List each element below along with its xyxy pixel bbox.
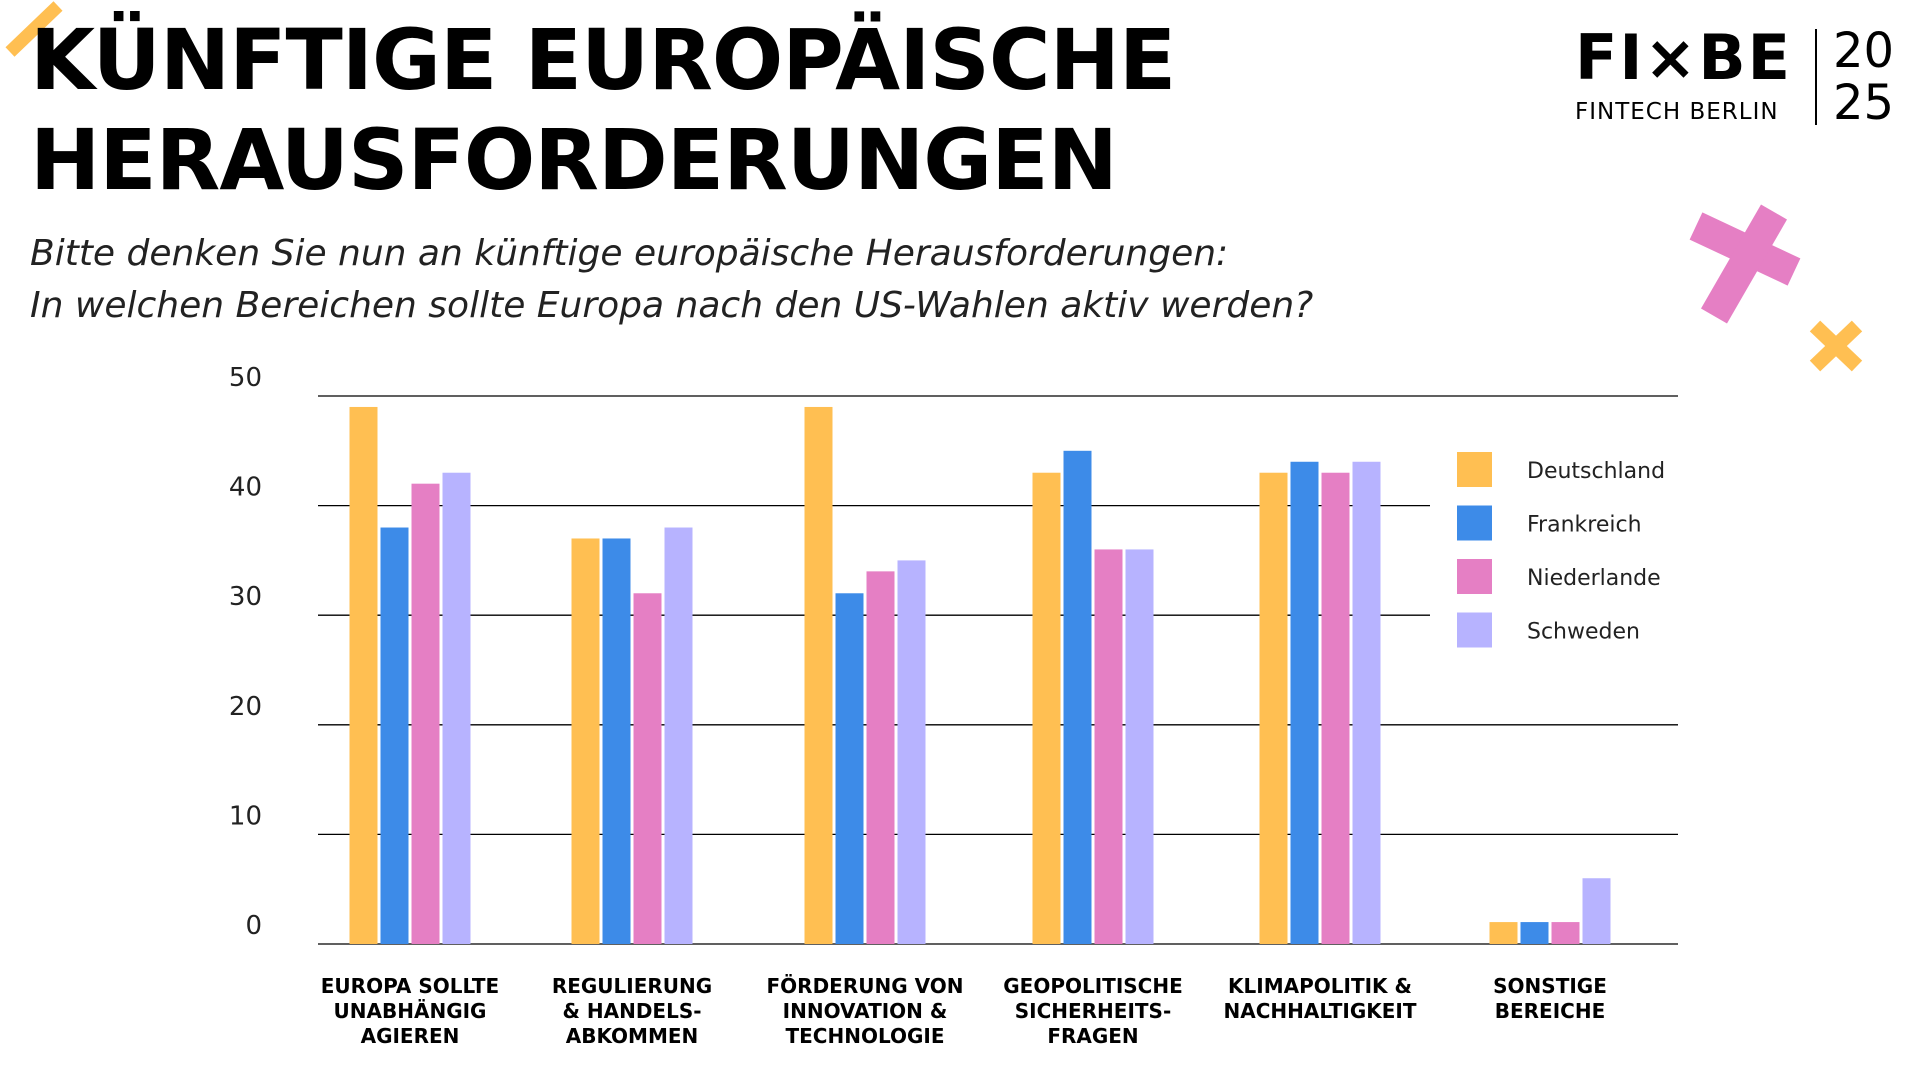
bar-schweden-0 (442, 472, 471, 944)
bar-frankreich-5 (1520, 922, 1549, 944)
bar-deutschland-4 (1259, 472, 1288, 944)
y-tick-label: 50 (229, 363, 262, 393)
bar-niederlande-5 (1551, 922, 1580, 944)
x-category-label: EUROPA SOLLTE UNABHÄNGIG AGIEREN (321, 974, 499, 1048)
legend-label: Frankreich (1527, 513, 1642, 538)
x-category-label-line: REGULIERUNG (552, 974, 712, 998)
logo-wordmark: FI×BE (1575, 21, 1792, 94)
x-category-label-line: NACHHALTIGKEIT (1223, 999, 1416, 1023)
x-category-label: FÖRDERUNG VON INNOVATION & TECHNOLOGIE (767, 974, 964, 1048)
x-category-label: REGULIERUNG & HANDELS-ABKOMMEN (552, 974, 712, 1048)
subtitle-line-1: Bitte denken Sie nun an künftige europäi… (30, 233, 1229, 274)
subtitle-line-2: In welchen Bereichen sollte Europa nach … (30, 285, 1314, 326)
pink-cross-decoration (1689, 204, 1801, 324)
x-category-label-line: FRAGEN (1047, 1024, 1138, 1048)
legend-swatch-niederlande (1457, 559, 1492, 594)
x-category-label-line: BEREICHE (1495, 999, 1606, 1023)
bar-frankreich-4 (1290, 461, 1319, 944)
x-category-label-line: TECHNOLOGIE (785, 1024, 944, 1048)
page-title: KÜNFTIGE EUROPÄISCHE HERAUSFORDERUNGEN (30, 10, 1176, 210)
y-tick-label: 10 (229, 801, 262, 831)
legend-swatch-deutschland (1457, 452, 1492, 487)
bar-niederlande-3 (1094, 549, 1123, 944)
x-category-label-line: ABKOMMEN (566, 1024, 699, 1048)
bar-niederlande-2 (866, 571, 895, 944)
x-category-label-line: SONSTIGE (1493, 974, 1607, 998)
x-category-label-line: AGIEREN (361, 1024, 460, 1048)
legend-label: Niederlande (1527, 566, 1661, 591)
y-tick-label: 30 (229, 582, 262, 612)
bar-frankreich-2 (835, 593, 864, 944)
logo-year-top: 20 (1833, 23, 1895, 79)
bar-schweden-2 (897, 560, 926, 944)
yellow-cross-decoration (1809, 320, 1863, 372)
logo-divider (1815, 29, 1817, 125)
x-category-label: SONSTIGE BEREICHE (1493, 974, 1607, 1023)
bar-niederlande-1 (633, 593, 662, 944)
legend-label: Deutschland (1527, 459, 1665, 484)
title-line-2: HERAUSFORDERUNGEN (30, 111, 1118, 209)
bar-schweden-1 (664, 527, 693, 944)
bar-frankreich-3 (1063, 450, 1092, 944)
fibe-logo: FI×BE FINTECH BERLIN 20 25 (1575, 25, 1905, 130)
title-line-1: KÜNFTIGE EUROPÄISCHE (30, 11, 1176, 109)
logo-subtitle: FINTECH BERLIN (1575, 99, 1779, 125)
legend-label: Schweden (1527, 620, 1640, 645)
yellow-slash-decoration (5, 1, 63, 57)
x-category-label-line: EUROPA SOLLTE (321, 974, 499, 998)
x-category-label: GEOPOLITISCHE SICHERHEITS-FRAGEN (1003, 974, 1183, 1048)
bar-deutschland-1 (571, 538, 600, 944)
bar-deutschland-2 (804, 406, 833, 945)
bar-schweden-4 (1352, 461, 1381, 944)
x-category-label-line: FÖRDERUNG VON (767, 974, 964, 998)
x-category-label-line: KLIMAPOLITIK & (1228, 974, 1412, 998)
bar-deutschland-0 (349, 406, 378, 945)
logo-year: 20 25 (1833, 25, 1894, 129)
x-category-label-line: SICHERHEITS- (1015, 999, 1172, 1023)
bar-frankreich-0 (380, 527, 409, 944)
bar-schweden-5 (1582, 878, 1611, 944)
bar-deutschland-5 (1489, 922, 1518, 944)
logo-year-bottom: 25 (1833, 75, 1895, 131)
x-category-label: KLIMAPOLITIK & NACHHALTIGKEIT (1223, 974, 1416, 1023)
x-category-label-line: GEOPOLITISCHE (1003, 974, 1183, 998)
bar-niederlande-4 (1321, 472, 1350, 944)
y-tick-label: 0 (245, 911, 262, 941)
legend-swatch-frankreich (1457, 505, 1492, 541)
y-tick-label: 20 (229, 692, 262, 722)
x-category-label-line: INNOVATION & (783, 999, 948, 1023)
bar-schweden-3 (1125, 549, 1154, 944)
x-category-label-line: & HANDELS- (562, 999, 701, 1023)
bar-frankreich-1 (602, 538, 631, 944)
y-tick-label: 40 (229, 473, 262, 503)
bar-niederlande-0 (411, 483, 440, 944)
bar-deutschland-3 (1032, 472, 1061, 944)
survey-question: Bitte denken Sie nun an künftige europäi… (30, 228, 1313, 332)
legend-swatch-schweden (1457, 612, 1492, 648)
x-category-label-line: UNABHÄNGIG (334, 999, 487, 1023)
